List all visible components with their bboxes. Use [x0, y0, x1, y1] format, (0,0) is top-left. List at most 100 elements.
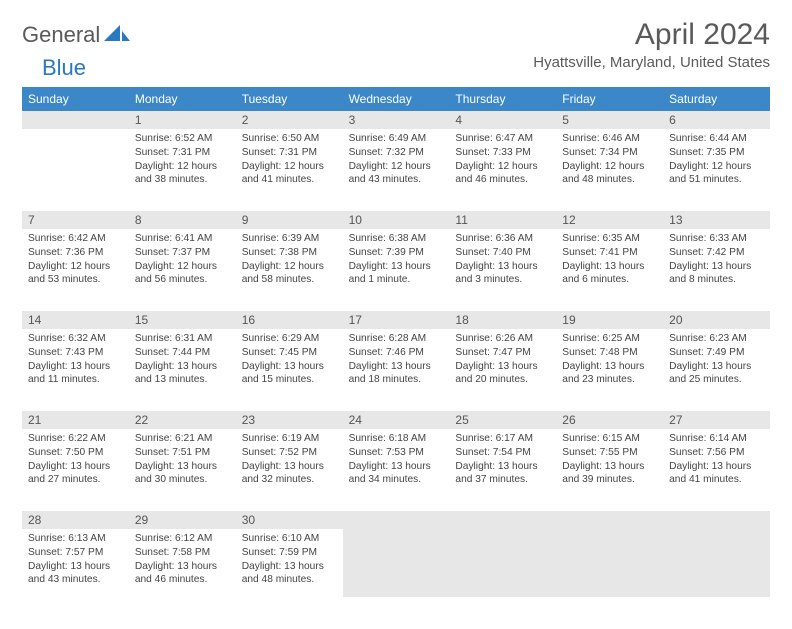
daylight-text: Daylight: 13 hours and 13 minutes. — [135, 360, 230, 388]
day-number: 4 — [449, 111, 556, 129]
sunset-text: Sunset: 7:45 PM — [242, 346, 337, 360]
sunrise-text: Sunrise: 6:41 AM — [135, 232, 230, 246]
day-cell-body: Sunrise: 6:50 AMSunset: 7:31 PMDaylight:… — [236, 129, 343, 197]
day-cell-body — [22, 129, 129, 197]
day-cell — [343, 529, 450, 611]
daylight-text: Daylight: 13 hours and 1 minute. — [349, 260, 444, 288]
day-cell: Sunrise: 6:10 AMSunset: 7:59 PMDaylight:… — [236, 529, 343, 611]
day-cell-body: Sunrise: 6:17 AMSunset: 7:54 PMDaylight:… — [449, 429, 556, 497]
sunset-text: Sunset: 7:44 PM — [135, 346, 230, 360]
day-cell-body: Sunrise: 6:41 AMSunset: 7:37 PMDaylight:… — [129, 229, 236, 297]
logo-text-blue: Blue — [42, 55, 86, 81]
daylight-text: Daylight: 13 hours and 20 minutes. — [455, 360, 550, 388]
daylight-text: Daylight: 12 hours and 46 minutes. — [455, 160, 550, 188]
daylight-text: Daylight: 13 hours and 8 minutes. — [669, 260, 764, 288]
sunset-text: Sunset: 7:31 PM — [242, 146, 337, 160]
calendar: SundayMondayTuesdayWednesdayThursdayFrid… — [22, 87, 770, 611]
daylight-text: Daylight: 13 hours and 46 minutes. — [135, 560, 230, 588]
sunrise-text: Sunrise: 6:44 AM — [669, 132, 764, 146]
daylight-text: Daylight: 12 hours and 41 minutes. — [242, 160, 337, 188]
week: 78910111213Sunrise: 6:42 AMSunset: 7:36 … — [22, 211, 770, 311]
week-body-row: Sunrise: 6:52 AMSunset: 7:31 PMDaylight:… — [22, 129, 770, 211]
daylight-text: Daylight: 13 hours and 41 minutes. — [669, 460, 764, 488]
day-cell: Sunrise: 6:49 AMSunset: 7:32 PMDaylight:… — [343, 129, 450, 211]
day-cell-body: Sunrise: 6:42 AMSunset: 7:36 PMDaylight:… — [22, 229, 129, 297]
daylight-text: Daylight: 12 hours and 58 minutes. — [242, 260, 337, 288]
day-cell: Sunrise: 6:21 AMSunset: 7:51 PMDaylight:… — [129, 429, 236, 511]
day-number: 7 — [22, 211, 129, 229]
sunset-text: Sunset: 7:41 PM — [562, 246, 657, 260]
day-cell-body: Sunrise: 6:14 AMSunset: 7:56 PMDaylight:… — [663, 429, 770, 497]
week-body-row: Sunrise: 6:22 AMSunset: 7:50 PMDaylight:… — [22, 429, 770, 511]
sunrise-text: Sunrise: 6:33 AM — [669, 232, 764, 246]
week: 14151617181920Sunrise: 6:32 AMSunset: 7:… — [22, 311, 770, 411]
daylight-text: Daylight: 13 hours and 32 minutes. — [242, 460, 337, 488]
sunset-text: Sunset: 7:32 PM — [349, 146, 444, 160]
weeks-container: 123456Sunrise: 6:52 AMSunset: 7:31 PMDay… — [22, 111, 770, 611]
sunset-text: Sunset: 7:50 PM — [28, 446, 123, 460]
daylight-text: Daylight: 12 hours and 38 minutes. — [135, 160, 230, 188]
daylight-text: Daylight: 13 hours and 27 minutes. — [28, 460, 123, 488]
daylight-text: Daylight: 13 hours and 34 minutes. — [349, 460, 444, 488]
sunset-text: Sunset: 7:53 PM — [349, 446, 444, 460]
sunrise-text: Sunrise: 6:22 AM — [28, 432, 123, 446]
sunrise-text: Sunrise: 6:13 AM — [28, 532, 123, 546]
day-cell-body: Sunrise: 6:18 AMSunset: 7:53 PMDaylight:… — [343, 429, 450, 497]
day-number — [343, 511, 450, 529]
day-number: 21 — [22, 411, 129, 429]
sunrise-text: Sunrise: 6:52 AM — [135, 132, 230, 146]
daylight-text: Daylight: 13 hours and 43 minutes. — [28, 560, 123, 588]
day-number: 20 — [663, 311, 770, 329]
day-number: 5 — [556, 111, 663, 129]
sunset-text: Sunset: 7:38 PM — [242, 246, 337, 260]
day-number: 11 — [449, 211, 556, 229]
day-cell — [556, 529, 663, 611]
day-cell: Sunrise: 6:47 AMSunset: 7:33 PMDaylight:… — [449, 129, 556, 211]
daylight-text: Daylight: 12 hours and 43 minutes. — [349, 160, 444, 188]
day-number: 15 — [129, 311, 236, 329]
daylight-text: Daylight: 13 hours and 48 minutes. — [242, 560, 337, 588]
day-cell: Sunrise: 6:22 AMSunset: 7:50 PMDaylight:… — [22, 429, 129, 511]
day-number: 28 — [22, 511, 129, 529]
day-cell: Sunrise: 6:41 AMSunset: 7:37 PMDaylight:… — [129, 229, 236, 311]
week: 21222324252627Sunrise: 6:22 AMSunset: 7:… — [22, 411, 770, 511]
day-cell-body — [663, 529, 770, 597]
day-cell — [449, 529, 556, 611]
day-cell: Sunrise: 6:31 AMSunset: 7:44 PMDaylight:… — [129, 329, 236, 411]
day-number: 25 — [449, 411, 556, 429]
day-number: 9 — [236, 211, 343, 229]
sunset-text: Sunset: 7:43 PM — [28, 346, 123, 360]
day-cell-body: Sunrise: 6:26 AMSunset: 7:47 PMDaylight:… — [449, 329, 556, 397]
day-cell-body: Sunrise: 6:19 AMSunset: 7:52 PMDaylight:… — [236, 429, 343, 497]
daylight-text: Daylight: 13 hours and 23 minutes. — [562, 360, 657, 388]
sunrise-text: Sunrise: 6:14 AM — [669, 432, 764, 446]
day-number — [449, 511, 556, 529]
day-cell-body: Sunrise: 6:49 AMSunset: 7:32 PMDaylight:… — [343, 129, 450, 197]
sunrise-text: Sunrise: 6:42 AM — [28, 232, 123, 246]
day-cell — [663, 529, 770, 611]
day-number: 30 — [236, 511, 343, 529]
day-number: 2 — [236, 111, 343, 129]
day-header-row: SundayMondayTuesdayWednesdayThursdayFrid… — [22, 87, 770, 111]
day-cell: Sunrise: 6:46 AMSunset: 7:34 PMDaylight:… — [556, 129, 663, 211]
day-cell: Sunrise: 6:19 AMSunset: 7:52 PMDaylight:… — [236, 429, 343, 511]
day-cell: Sunrise: 6:28 AMSunset: 7:46 PMDaylight:… — [343, 329, 450, 411]
day-cell: Sunrise: 6:15 AMSunset: 7:55 PMDaylight:… — [556, 429, 663, 511]
day-cell: Sunrise: 6:42 AMSunset: 7:36 PMDaylight:… — [22, 229, 129, 311]
day-number: 3 — [343, 111, 450, 129]
sunset-text: Sunset: 7:33 PM — [455, 146, 550, 160]
daynum-row: 123456 — [22, 111, 770, 129]
sunset-text: Sunset: 7:56 PM — [669, 446, 764, 460]
day-cell-body — [343, 529, 450, 597]
day-cell: Sunrise: 6:23 AMSunset: 7:49 PMDaylight:… — [663, 329, 770, 411]
day-cell-body: Sunrise: 6:23 AMSunset: 7:49 PMDaylight:… — [663, 329, 770, 397]
sunset-text: Sunset: 7:34 PM — [562, 146, 657, 160]
day-cell-body: Sunrise: 6:25 AMSunset: 7:48 PMDaylight:… — [556, 329, 663, 397]
day-number: 16 — [236, 311, 343, 329]
day-number — [663, 511, 770, 529]
week-body-row: Sunrise: 6:32 AMSunset: 7:43 PMDaylight:… — [22, 329, 770, 411]
day-number: 8 — [129, 211, 236, 229]
day-number: 12 — [556, 211, 663, 229]
day-cell: Sunrise: 6:50 AMSunset: 7:31 PMDaylight:… — [236, 129, 343, 211]
sunset-text: Sunset: 7:36 PM — [28, 246, 123, 260]
